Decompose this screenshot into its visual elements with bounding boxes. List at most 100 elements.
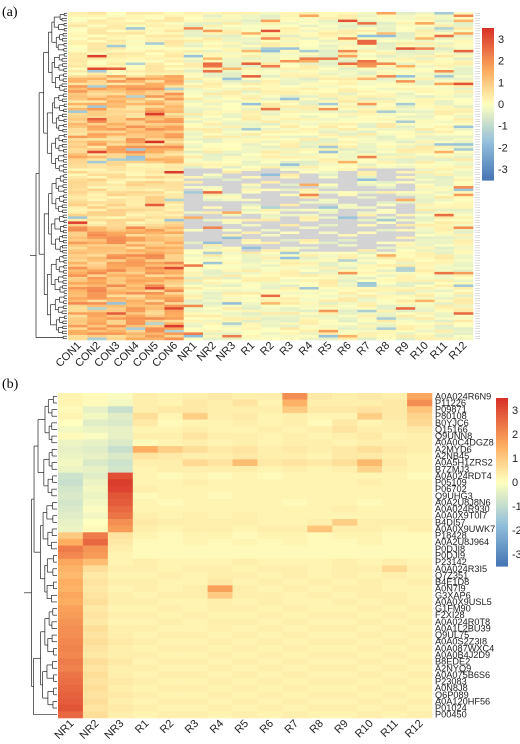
b-cell-42-5 <box>182 671 208 679</box>
a-cell-0-15 <box>357 12 377 15</box>
panel-b-label: (b) <box>2 377 19 392</box>
a-colorbar-swatch-48 <box>482 149 494 153</box>
b-cell-46-10 <box>307 698 333 706</box>
a-cell-65-4 <box>145 176 165 179</box>
a-cell-21-5 <box>164 64 185 68</box>
b-cell-20-6 <box>207 525 233 533</box>
a-cell-19-15 <box>357 59 377 63</box>
a-cell-20-18 <box>415 62 435 66</box>
a-cell-109-11 <box>280 287 300 290</box>
a-cell-21-19 <box>434 64 455 68</box>
a-cell-86-13 <box>318 228 339 232</box>
b-cell-23-7 <box>232 545 258 553</box>
b-cell-28-0 <box>58 578 84 586</box>
a-cell-102-8 <box>222 269 242 273</box>
a-cell-118-1 <box>87 309 107 313</box>
a-cell-60-9 <box>241 163 262 167</box>
b-cell-11-13 <box>382 465 408 473</box>
a-cell-80-4 <box>145 213 165 217</box>
b-cell-5-10 <box>307 426 333 434</box>
a-cell-58-14 <box>338 158 358 162</box>
a-cell-42-17 <box>395 117 416 121</box>
a-cell-8-0 <box>68 32 88 35</box>
a-cell-13-16 <box>376 44 397 48</box>
a-colorbar-swatch-0 <box>482 28 494 32</box>
a-cell-53-6 <box>183 145 204 149</box>
a-cell-25-9 <box>241 75 262 78</box>
a-cell-77-7 <box>203 206 223 210</box>
a-cell-24-0 <box>68 72 88 76</box>
a-cell-78-1 <box>87 208 107 212</box>
b-cell-23-9 <box>282 545 308 553</box>
b-cell-1-2 <box>107 399 134 407</box>
a-cell-8-3 <box>125 32 146 35</box>
a-cell-80-3 <box>125 213 146 217</box>
b-cell-45-5 <box>182 691 208 699</box>
a-cell-118-10 <box>260 309 281 313</box>
a-cell-30-8 <box>222 87 242 91</box>
a-cell-127-18 <box>415 332 435 336</box>
b-cell-23-5 <box>182 545 208 553</box>
a-cell-58-5 <box>164 158 185 162</box>
a-cell-119-4 <box>145 312 165 316</box>
a-cell-33-7 <box>203 95 223 99</box>
a-cell-113-14 <box>338 297 358 300</box>
a-cell-120-7 <box>203 314 223 318</box>
a-cell-47-13 <box>318 130 339 134</box>
a-cell-45-16 <box>376 125 397 129</box>
a-cell-44-1 <box>87 123 107 126</box>
b-cell-23-4 <box>157 545 183 553</box>
a-cell-24-19 <box>434 72 455 76</box>
a-cell-104-6 <box>183 274 204 278</box>
b-cell-9-2 <box>107 452 134 460</box>
b-cell-8-8 <box>257 446 283 453</box>
a-cell-113-2 <box>106 297 127 300</box>
a-cell-41-5 <box>164 115 185 119</box>
a-cell-28-17 <box>395 82 416 86</box>
a-cell-68-12 <box>299 183 320 187</box>
a-cell-62-0 <box>68 168 88 172</box>
a-cell-89-7 <box>203 236 223 240</box>
b-cell-35-10 <box>307 625 333 633</box>
a-cell-46-16 <box>376 128 397 131</box>
a-cell-67-9 <box>241 181 262 184</box>
a-cell-72-4 <box>145 193 165 197</box>
a-cell-99-13 <box>318 261 339 265</box>
a-cell-42-18 <box>415 117 435 121</box>
a-cell-121-7 <box>203 317 223 321</box>
a-cell-69-20 <box>453 186 474 189</box>
a-cell-66-10 <box>260 178 281 182</box>
a-cell-38-15 <box>357 107 377 111</box>
b-cell-11-0 <box>58 465 84 473</box>
a-cell-57-7 <box>203 155 223 159</box>
a-cell-129-12 <box>299 337 320 341</box>
a-cell-50-19 <box>434 138 455 141</box>
a-cell-99-1 <box>87 261 107 265</box>
a-cell-6-20 <box>453 27 474 30</box>
a-cell-96-6 <box>183 254 204 258</box>
a-cell-10-16 <box>376 37 397 41</box>
a-cell-69-10 <box>260 186 281 189</box>
a-cell-112-3 <box>125 294 146 298</box>
a-cell-69-0 <box>68 186 88 189</box>
b-cell-28-12 <box>357 578 383 586</box>
b-cell-24-8 <box>257 552 283 560</box>
a-cell-97-0 <box>68 256 88 260</box>
a-colorbar-swatch-13 <box>482 60 494 65</box>
a-cell-24-10 <box>260 72 281 76</box>
a-cell-75-9 <box>241 201 262 205</box>
a-cell-41-20 <box>453 115 474 119</box>
a-cell-4-0 <box>68 22 88 25</box>
a-cell-89-6 <box>183 236 204 240</box>
b-cell-26-14 <box>407 565 433 573</box>
b-cell-1-1 <box>82 399 109 407</box>
a-cell-129-13 <box>318 337 339 341</box>
b-cell-16-12 <box>357 499 383 507</box>
b-cell-47-13 <box>382 704 408 712</box>
b-col-label-5: R3 <box>183 718 201 736</box>
a-cell-71-8 <box>222 191 242 194</box>
a-cell-95-11 <box>280 251 300 255</box>
a-cell-53-13 <box>318 145 339 149</box>
b-cell-6-5 <box>182 432 208 440</box>
b-cell-17-12 <box>357 505 383 513</box>
